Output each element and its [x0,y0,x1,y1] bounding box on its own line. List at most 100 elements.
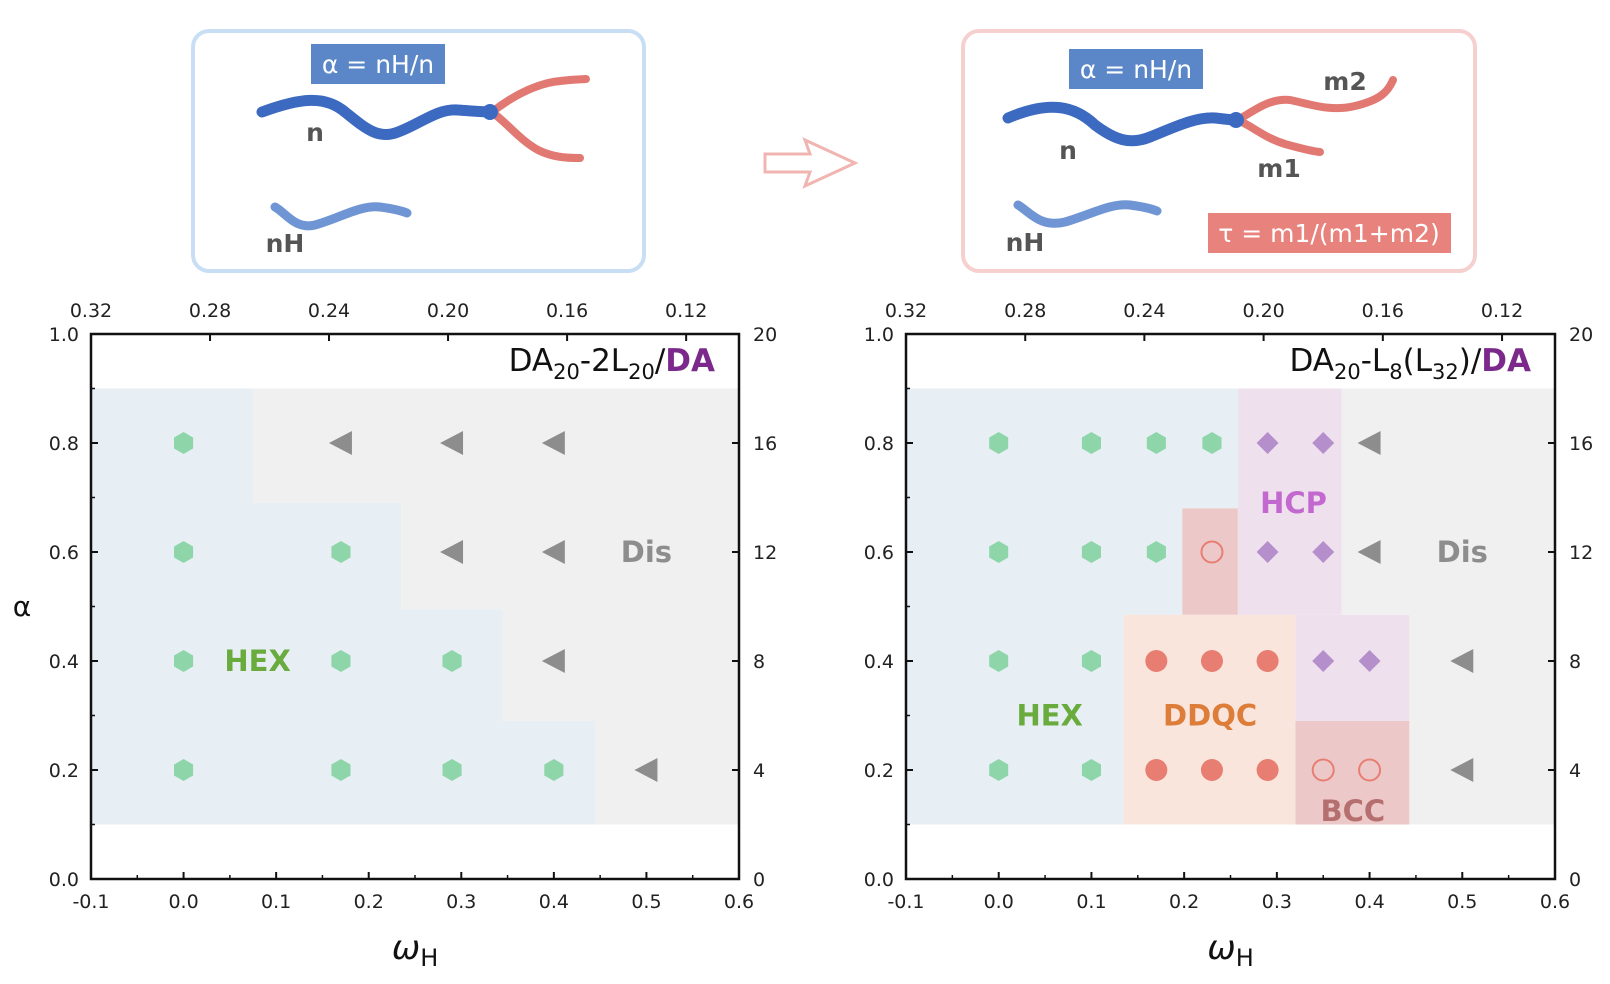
x-tick-label: 0.2 [354,891,384,913]
branch-red-lower-right [1234,116,1324,156]
label-nH-left: nH [266,229,305,258]
x-tick-label: 0.1 [261,891,291,913]
alpha-formula-box-right [1069,49,1203,89]
marker-hex [1081,650,1101,672]
x-tick-label: 0.4 [1354,891,1384,913]
marker-hcp [1312,650,1335,672]
marker-hex [331,759,351,781]
marker-ddqc [1256,650,1279,672]
marker-hcp [1312,432,1335,454]
marker-hex [174,432,194,454]
alpha-formula-left: α = nH/n [322,50,434,79]
marker-bcc [1358,758,1382,782]
region-hcp [1295,614,1410,721]
x-tick-label: 0.3 [446,891,476,913]
marker-hex [442,759,462,781]
label-n-left: n [306,118,324,147]
panel-title: DA20-2L20/DA [509,343,715,384]
y-tick-label: 0.0 [864,869,894,891]
x-tick-label: 0.4 [539,891,569,913]
top-tick-label: 0.32 [885,300,927,322]
marker-hcp [1312,541,1335,563]
top-tick-label: 0.20 [1242,300,1284,322]
marker-ddqc [1200,759,1223,781]
label-nH-right: nH [1006,228,1045,257]
marker-ddqc [1145,650,1168,672]
marker-hex [174,650,194,672]
label-m1: m1 [1257,154,1300,183]
top-tick-label: 0.20 [427,300,469,322]
schematic-right: α = nH/n n m2 m1 nH τ = m1/(m1+m2) [961,29,1477,273]
right-tick-label: 8 [1569,651,1581,673]
marker-hex [1146,541,1166,563]
top-tick-label: 0.28 [189,300,231,322]
x-tick-label: 0.0 [984,891,1014,913]
marker-dis [541,649,565,673]
marker-hex [331,541,351,563]
x-tick-label: 0.3 [1262,891,1292,913]
marker-dis [541,431,565,455]
y-tick-label: 0.0 [49,869,79,891]
tau-formula-box [1208,213,1451,253]
marker-hex [331,650,351,672]
label-n-right: n [1059,136,1077,165]
marker-ddqc [1145,759,1168,781]
x-tick-label: 0.6 [724,891,754,913]
marker-ddqc [1200,650,1223,672]
y-tick-label: 0.8 [864,433,894,455]
x-tick-label: 0.6 [1540,891,1570,913]
series-hex [174,432,564,781]
marker-bcc [1200,540,1224,564]
region-hex [906,388,1238,825]
x-tick-label: 0.2 [1169,891,1199,913]
marker-dis [1357,431,1381,455]
right-tick-label: 0 [1569,869,1581,891]
tau-formula: τ = m1/(m1+m2) [1218,219,1440,248]
y-axis-title-alpha: α [13,590,31,623]
schematic-left: α = nH/n n nH [191,29,646,273]
region-label-bcc: BCC [1321,794,1386,828]
marker-hcp [1256,432,1279,454]
marker-hex [1081,432,1101,454]
region-bcc [1295,721,1410,825]
region-dis [253,388,739,825]
series-hex [989,432,1222,781]
series-ddqc [1145,650,1279,781]
right-tick-label: 8 [753,651,765,673]
top-tick-label: 0.24 [308,300,350,322]
main-chain-blue-right [1002,101,1244,147]
right-tick-label: 4 [1569,760,1581,782]
region-label-dis: Dis [621,535,672,569]
region-label-hex: HEX [224,644,290,678]
marker-hex [174,759,194,781]
panel-title: DA20-L8(L32)/DA [1289,343,1531,384]
y-tick-label: 0.4 [49,651,79,673]
right-tick-label: 20 [1569,324,1593,346]
region-hex [91,388,596,825]
right-tick-label: 12 [753,542,777,564]
series-dis [328,431,658,782]
marker-hex [1081,759,1101,781]
marker-hex [544,759,564,781]
phase-diagram-right: -0.1 0.0 0.1 0.2 0.3 0.4 0.5 0.60.00.20.40.60.8… [864,300,1593,972]
top-tick-label: 0.28 [1004,300,1046,322]
region-label-hex: HEX [1016,699,1082,733]
marker-hex [442,650,462,672]
marker-hex [989,650,1009,672]
homopolymer-chain-left [270,202,412,231]
top-tick-label: 0.24 [1123,300,1165,322]
junction-node-right [1228,112,1244,128]
marker-dis [1357,540,1381,564]
right-tick-label: 16 [753,433,777,455]
y-tick-label: 0.6 [864,542,894,564]
label-m2: m2 [1323,67,1366,96]
branch-red-lower-left [488,108,584,162]
marker-dis [541,540,565,564]
x-axis-title: ωH [1207,928,1254,972]
marker-hex [989,432,1009,454]
right-tick-label: 4 [753,760,765,782]
x-tick-label: -0.1 [72,891,109,913]
series-bcc [1200,540,1382,782]
alpha-formula-right: α = nH/n [1080,55,1192,84]
right-tick-label: 20 [753,324,777,346]
